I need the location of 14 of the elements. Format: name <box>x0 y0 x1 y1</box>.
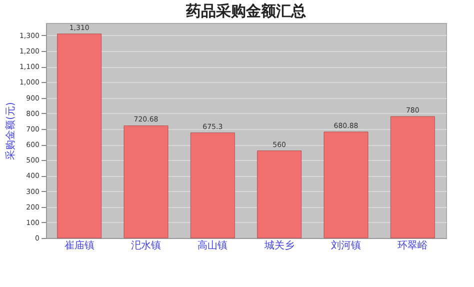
x-tick-label: 汜水镇 <box>131 240 161 252</box>
bar <box>324 132 368 238</box>
x-tick-label: 环翠峪 <box>398 240 428 252</box>
x-tick-label: 刘河镇 <box>331 240 361 252</box>
bar <box>190 132 235 238</box>
bar <box>57 34 102 238</box>
x-tick-label: 城关乡 <box>263 240 294 252</box>
bar <box>390 116 435 238</box>
bar <box>257 150 302 238</box>
chart-title: 药品采购金额汇总 <box>185 2 306 20</box>
y-axis-title: 采购金额(元) <box>4 102 16 160</box>
x-tick-label: 崔庙镇 <box>64 240 94 252</box>
x-tick-label: 高山镇 <box>198 240 228 252</box>
bar <box>124 125 168 238</box>
